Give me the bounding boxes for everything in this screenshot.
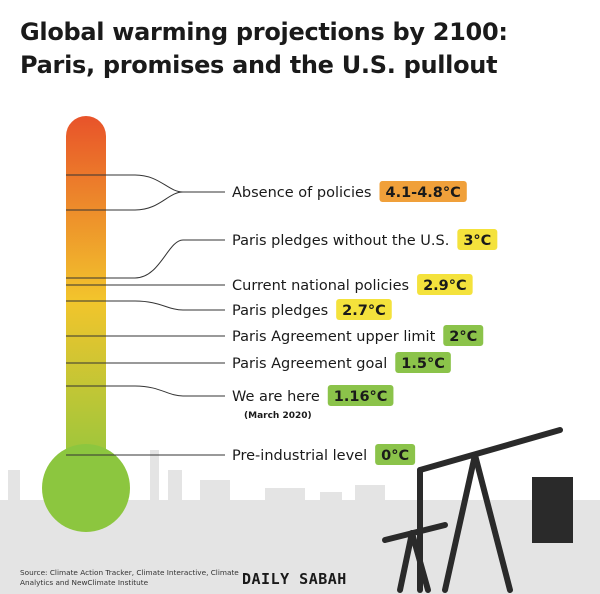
value-label: 1.5°C (401, 356, 445, 372)
pump-leg (442, 452, 478, 593)
scale-label: Pre-industrial level (232, 448, 367, 464)
scale-label: Paris Agreement goal (232, 356, 387, 372)
chart-title-line-1: Global warming projections by 2100: (20, 18, 508, 46)
oil-pump-illustration (382, 427, 573, 593)
connector-lines (66, 174, 225, 456)
source-note: Source: Climate Action Tracker, Climate … (20, 568, 239, 587)
pump-leg-small (397, 530, 415, 593)
scale-label: Paris pledges without the U.S. (232, 233, 449, 249)
value-label: 4.1-4.8°C (386, 185, 461, 201)
value-badge (375, 444, 416, 465)
skyline-building (320, 492, 342, 510)
pump-beam-small (382, 522, 448, 543)
value-label: 2°C (449, 329, 477, 345)
pump-leg (472, 452, 513, 593)
scale-label: Paris pledges (232, 303, 328, 319)
scale-label: Paris Agreement upper limit (232, 329, 436, 345)
thermometer-bulb (42, 444, 130, 532)
connector-line (66, 300, 225, 311)
value-label: 0°C (381, 448, 409, 464)
value-label: 2.7°C (342, 303, 386, 319)
skyline-building (168, 470, 182, 510)
connector-line (66, 385, 225, 397)
thermometer (42, 116, 130, 532)
value-badge (457, 229, 498, 250)
connector-line (66, 239, 225, 279)
pump-leg-small (409, 530, 431, 593)
value-badge (443, 325, 484, 346)
scale-label: Absence of policies (232, 185, 372, 201)
scale-label: We are here (232, 389, 320, 405)
value-badge (417, 274, 473, 295)
pump-beam (417, 427, 563, 473)
skyline-building (150, 450, 159, 510)
chart-title-line-2: Paris, promises and the U.S. pullout (20, 51, 498, 79)
value-note: (March 2020) (244, 411, 312, 421)
skyline-building (265, 488, 305, 510)
connector-line (66, 191, 225, 211)
pump-weight (532, 477, 573, 543)
scale-labels: Absence of policies 4.1-4.8°C Paris pledge… (232, 181, 498, 465)
skyline-building (8, 470, 20, 510)
skyline-building (355, 485, 385, 510)
value-label: 3°C (463, 233, 491, 249)
chart-title: Global warming projections by 2100: Pari… (20, 16, 590, 82)
value-badge (336, 299, 392, 320)
value-label: 2.9°C (423, 278, 467, 294)
skyline-building (200, 480, 230, 510)
brand-logo: DAILY SABAH (242, 570, 347, 588)
value-badge (379, 181, 467, 202)
scale-label: Current national policies (232, 278, 409, 294)
value-badge (395, 352, 451, 373)
value-label: 1.16°C (334, 389, 388, 405)
value-badge (327, 385, 394, 406)
